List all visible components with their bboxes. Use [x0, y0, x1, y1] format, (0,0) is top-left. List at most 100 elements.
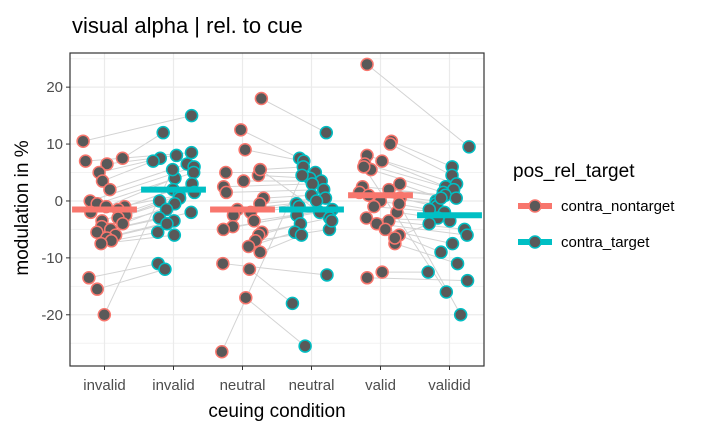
legend-key-point	[528, 235, 542, 249]
y-tick-label: 20	[46, 79, 63, 96]
x-tick-label: invalid	[83, 377, 126, 394]
x-tick-label: valid	[365, 377, 396, 394]
data-point	[295, 168, 309, 183]
pair-line	[222, 263, 328, 276]
data-point	[298, 339, 312, 353]
y-tick-label: 0	[55, 193, 63, 210]
chart-title: visual alpha | rel. to cue	[72, 13, 303, 38]
data-point	[309, 194, 324, 208]
pair-line	[221, 175, 303, 352]
data-point	[219, 165, 233, 180]
data-point	[236, 174, 251, 188]
data-point	[285, 296, 300, 311]
data-point	[253, 162, 268, 177]
data-point	[388, 231, 402, 245]
data-point	[422, 216, 436, 231]
pair-line	[390, 143, 453, 176]
data-point	[156, 125, 170, 140]
data-point	[160, 216, 174, 231]
data-point	[78, 154, 93, 168]
data-point	[215, 345, 229, 359]
legend-title: pos_rel_target	[513, 161, 635, 182]
data-point	[186, 165, 201, 180]
pair-line	[366, 63, 470, 148]
x-tick-label: validid	[428, 377, 471, 394]
data-point	[434, 191, 448, 205]
data-point	[445, 236, 460, 251]
data-point	[375, 154, 389, 168]
y-tick-label: 10	[46, 136, 63, 153]
pair-line	[102, 160, 154, 182]
data-point	[449, 191, 463, 205]
y-axis-title: modulation in %	[12, 140, 33, 275]
legend-label: contra_nontarget	[561, 198, 675, 215]
pair-line	[97, 268, 166, 290]
data-point	[392, 197, 406, 211]
panel-border	[69, 52, 485, 367]
data-point	[97, 308, 112, 322]
pair-line	[245, 297, 306, 347]
data-point	[305, 177, 320, 191]
data-point	[360, 271, 374, 285]
data-point	[219, 185, 234, 200]
data-point	[234, 123, 248, 137]
data-point	[239, 290, 253, 305]
data-point	[324, 214, 339, 228]
data-point	[359, 211, 374, 225]
pair-line	[240, 129, 300, 159]
data-point	[253, 245, 267, 259]
data-point	[439, 285, 454, 299]
y-tick-label: -10	[41, 250, 63, 267]
data-point	[115, 151, 130, 166]
pair-line	[103, 169, 174, 315]
data-point	[375, 265, 389, 279]
data-point	[169, 148, 184, 163]
y-tick-label: -20	[41, 307, 63, 324]
data-point	[216, 256, 230, 271]
pair-line	[370, 169, 444, 193]
data-point	[159, 202, 174, 217]
pair-line	[364, 163, 454, 191]
data-point	[90, 282, 104, 296]
x-tick-label: neutral	[220, 377, 266, 394]
data-point	[357, 160, 371, 174]
data-point	[320, 268, 334, 282]
x-tick-label: neutral	[289, 377, 335, 394]
data-point	[242, 262, 257, 277]
data-point	[152, 194, 167, 208]
pair-line	[223, 183, 313, 188]
data-point	[460, 273, 475, 288]
data-point	[82, 271, 96, 285]
data-point	[450, 256, 465, 271]
data-point	[254, 91, 269, 106]
data-point	[462, 140, 476, 154]
data-point	[116, 216, 130, 231]
pair-line	[259, 166, 304, 171]
legend: pos_rel_target contra_nontarget contra_ta…	[513, 161, 675, 251]
data-point	[184, 205, 198, 220]
data-point	[360, 57, 374, 72]
pair-line	[82, 115, 192, 142]
data-point	[184, 145, 199, 160]
data-point	[453, 308, 468, 322]
data-point	[90, 225, 104, 240]
pair-line	[122, 132, 164, 159]
legend-items: contra_nontarget contra_target	[518, 198, 675, 251]
data-point	[146, 154, 160, 168]
x-tick-label: invalid	[152, 377, 195, 394]
pair-line	[399, 234, 442, 253]
pair-line	[391, 140, 453, 168]
pair-line	[106, 177, 176, 208]
data-point	[247, 214, 261, 228]
data-point	[383, 137, 397, 151]
data-point	[238, 142, 252, 157]
data-point	[294, 228, 309, 242]
data-point	[76, 134, 90, 148]
data-point	[216, 222, 231, 237]
data-point	[103, 182, 117, 197]
data-point	[319, 125, 334, 140]
legend-label: contra_target	[561, 234, 650, 251]
data-point	[184, 108, 199, 123]
data-point	[151, 225, 165, 240]
